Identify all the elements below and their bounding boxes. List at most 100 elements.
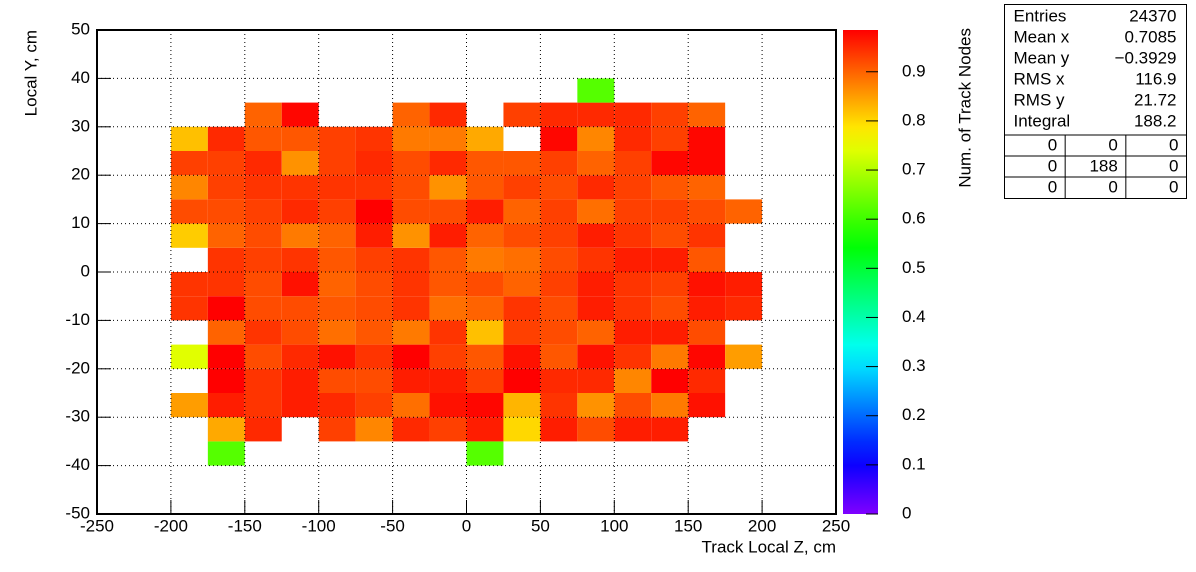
cell: [392, 368, 430, 393]
cell: [281, 175, 319, 200]
cell: [540, 296, 578, 321]
cell: [281, 368, 319, 393]
cell: [170, 393, 208, 418]
y-tick-label: -50: [65, 503, 90, 522]
cell: [577, 126, 615, 151]
cell: [503, 296, 541, 321]
cell: [725, 296, 763, 321]
cell: [688, 223, 726, 248]
z-axis-label: Num. of Track Nodes: [955, 28, 974, 188]
cell: [540, 393, 578, 418]
cell: [355, 393, 393, 418]
stat-name: Mean x: [1014, 27, 1070, 46]
cell: [577, 320, 615, 345]
table-cell: 0: [1048, 156, 1057, 175]
table-cell: 188: [1089, 156, 1117, 175]
cell: [207, 175, 245, 200]
cell: [688, 151, 726, 176]
cell: [651, 417, 689, 442]
cell: [651, 272, 689, 297]
table-cell: 0: [1169, 135, 1178, 154]
cell: [466, 199, 504, 224]
cell: [429, 247, 467, 272]
y-tick-label: 40: [71, 68, 90, 87]
y-axis-label: Local Y, cm: [21, 30, 40, 116]
cell: [244, 126, 282, 151]
cell: [688, 344, 726, 369]
y-tick-label: -20: [65, 358, 90, 377]
cell: [392, 417, 430, 442]
cell: [466, 223, 504, 248]
table-cell: 0: [1048, 135, 1057, 154]
cell: [651, 247, 689, 272]
cell: [577, 175, 615, 200]
z-tick-label: 0.6: [902, 209, 926, 228]
cell: [577, 393, 615, 418]
stat-name: Integral: [1014, 111, 1071, 130]
z-tick-label: 0.3: [902, 356, 926, 375]
plot-frame: [96, 29, 837, 515]
cell: [318, 247, 356, 272]
cell: [466, 344, 504, 369]
cell: [392, 102, 430, 127]
cell: [577, 247, 615, 272]
cell: [503, 344, 541, 369]
cell: [688, 272, 726, 297]
cell: [614, 247, 652, 272]
z-tick-label: 0.4: [902, 307, 926, 326]
z-tick-label: 0.8: [902, 110, 926, 129]
cell: [170, 199, 208, 224]
cell: [355, 368, 393, 393]
y-tick-label: 10: [71, 213, 90, 232]
stat-value: 21.72: [1134, 90, 1177, 109]
table-cell: 0: [1048, 177, 1057, 196]
stat-name: RMS x: [1014, 69, 1066, 88]
cell: [355, 126, 393, 151]
cell: [207, 393, 245, 418]
cell: [577, 344, 615, 369]
cell: [207, 320, 245, 345]
cell: [540, 417, 578, 442]
cell: [355, 344, 393, 369]
cell: [503, 272, 541, 297]
cell: [540, 151, 578, 176]
cell: [688, 175, 726, 200]
cell: [429, 368, 467, 393]
cell: [466, 296, 504, 321]
cell: [244, 102, 282, 127]
cell: [688, 247, 726, 272]
cell: [392, 247, 430, 272]
cell: [281, 151, 319, 176]
cell: [392, 126, 430, 151]
cell: [281, 223, 319, 248]
cell: [207, 126, 245, 151]
cell: [355, 417, 393, 442]
x-tick-label: -150: [228, 516, 262, 535]
cell: [725, 199, 763, 224]
cell: [170, 272, 208, 297]
cell: [318, 393, 356, 418]
cell: [170, 151, 208, 176]
cell: [244, 417, 282, 442]
x-tick-label: 250: [822, 516, 850, 535]
cell: [318, 223, 356, 248]
cell: [577, 102, 615, 127]
x-tick-label: 100: [600, 516, 628, 535]
cell: [503, 175, 541, 200]
cell: [651, 175, 689, 200]
cell: [540, 368, 578, 393]
cell: [207, 417, 245, 442]
cell: [318, 151, 356, 176]
cell: [355, 223, 393, 248]
cell: [429, 417, 467, 442]
cell: [244, 296, 282, 321]
cell: [614, 417, 652, 442]
stat-value: 24370: [1129, 6, 1176, 25]
cell: [577, 199, 615, 224]
color-bar: [843, 30, 878, 514]
y-tick-label: -10: [65, 310, 90, 329]
cell: [318, 199, 356, 224]
cell: [392, 151, 430, 176]
